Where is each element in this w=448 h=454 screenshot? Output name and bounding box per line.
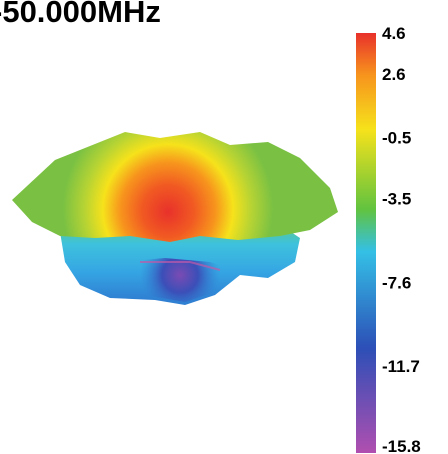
colorbar-tick-label: 2.6	[382, 65, 406, 84]
colorbar-tick-label: -15.8	[382, 437, 421, 454]
colorbar-tick-label: -11.7	[382, 357, 420, 376]
colorbar-ticks: 4.6 2.6 -0.5 -3.5 -7.6 -11.7 -15.8	[382, 24, 421, 454]
deep-null-region	[120, 258, 235, 302]
colorbar-tick-label: -7.6	[382, 273, 411, 292]
high-gain-region	[12, 132, 338, 242]
colorbar-tick-label: -0.5	[382, 128, 411, 147]
colorbar	[356, 33, 376, 453]
colorbar-tick-label: -3.5	[382, 190, 411, 209]
colorbar-tick-label: 4.6	[382, 24, 406, 43]
chart-title: -50.000MHz	[0, 0, 161, 29]
